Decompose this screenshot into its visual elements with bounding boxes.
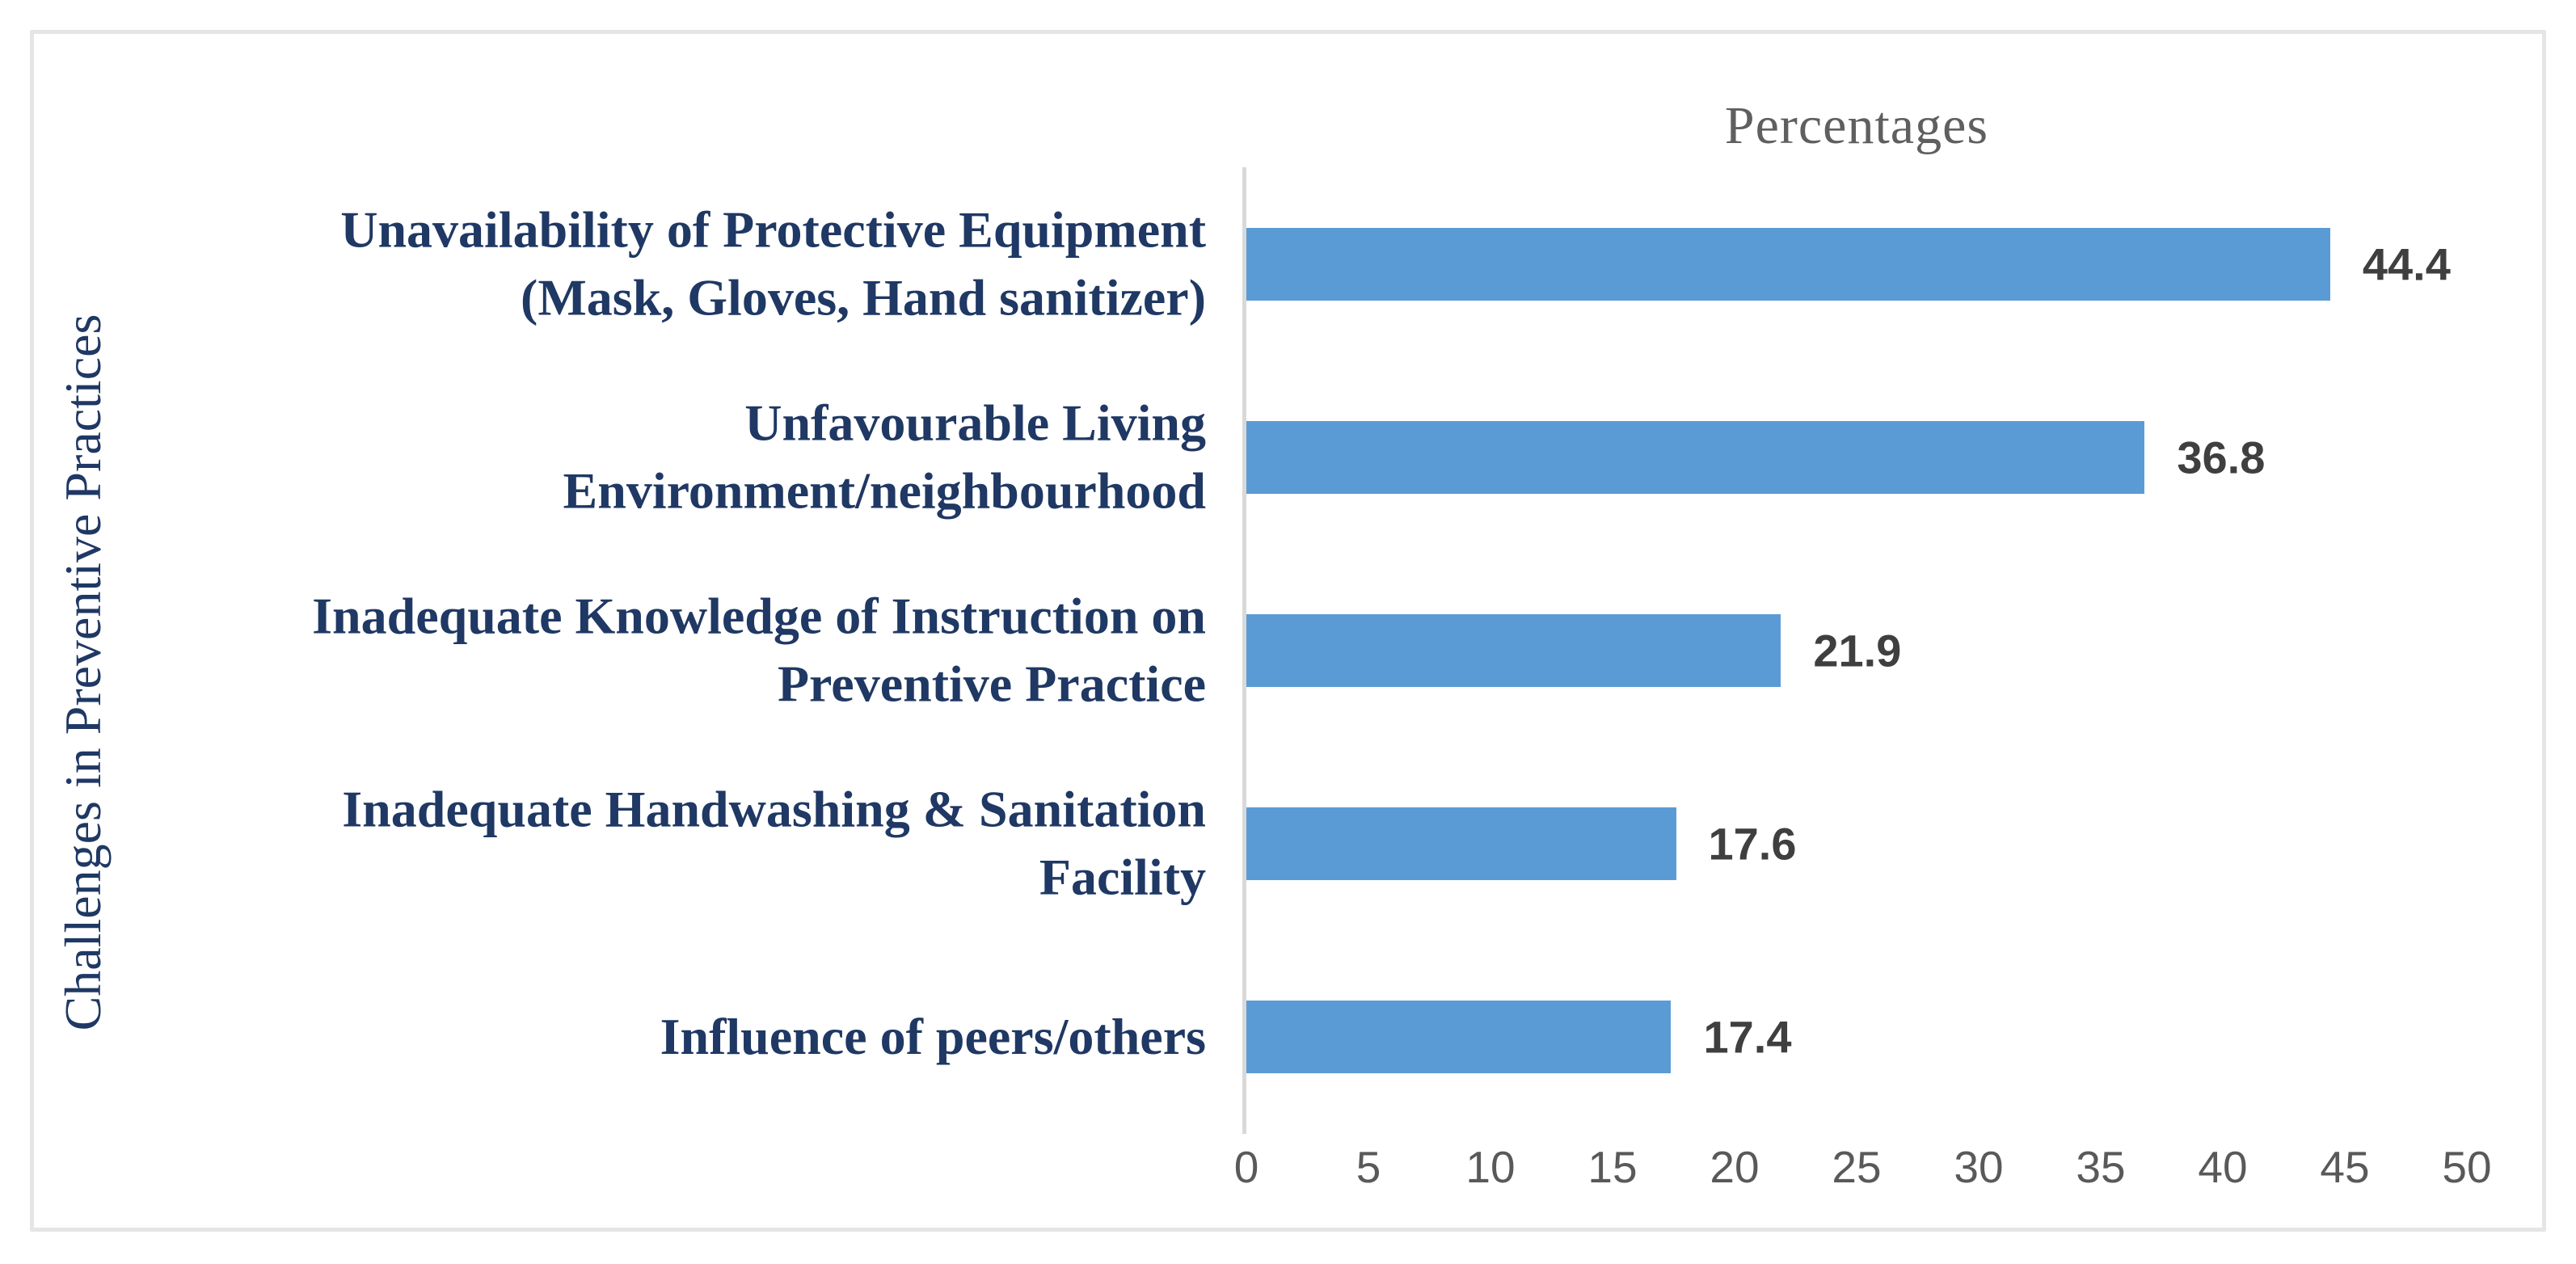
bar xyxy=(1246,613,1781,687)
bar xyxy=(1246,227,2330,301)
x-tick-label: 50 xyxy=(2442,1142,2492,1192)
x-tick-label: 35 xyxy=(2076,1142,2126,1192)
bar xyxy=(1246,807,1676,880)
category-label: Influence of peers/others xyxy=(660,1007,1206,1065)
category-label: Unfavourable Living Environment/neighbou… xyxy=(563,394,1206,520)
x-tick-label: 25 xyxy=(1832,1142,1882,1192)
value-label: 21.9 xyxy=(1813,625,1902,676)
category-label: Inadequate Handwashing & Sanitation Faci… xyxy=(342,780,1206,906)
category-label: Unavailability of Protective Equipment (… xyxy=(340,200,1206,327)
x-tick-label: 15 xyxy=(1587,1142,1638,1192)
x-tick-label: 40 xyxy=(2198,1142,2248,1192)
value-label: 36.8 xyxy=(2177,432,2266,482)
bar xyxy=(1246,420,2145,494)
x-tick-label: 45 xyxy=(2320,1142,2370,1192)
x-tick-label: 10 xyxy=(1465,1142,1516,1192)
bar xyxy=(1246,1000,1672,1073)
x-tick-label: 5 xyxy=(1355,1142,1381,1192)
chart-title: Percentages xyxy=(1724,96,1989,155)
x-tick-label: 20 xyxy=(1710,1142,1760,1192)
value-label: 44.4 xyxy=(2362,238,2451,289)
y-axis-line xyxy=(1242,167,1246,1134)
x-tick-label: 0 xyxy=(1233,1142,1259,1192)
value-label: 17.4 xyxy=(1703,1011,1792,1062)
value-label: 17.6 xyxy=(1708,818,1797,869)
chart-border xyxy=(30,30,2546,1232)
x-tick-label: 30 xyxy=(1954,1142,2004,1192)
category-label: Inadequate Knowledge of Instruction on P… xyxy=(312,587,1206,713)
